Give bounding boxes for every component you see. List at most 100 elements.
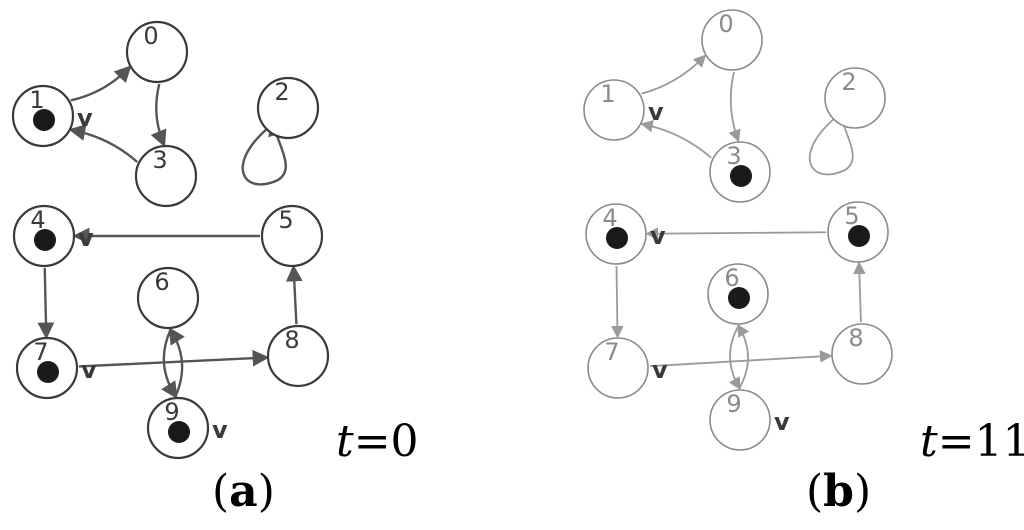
edge-6-to-9 <box>161 329 178 399</box>
node-label: 9 <box>726 390 741 418</box>
check-mark: v <box>652 356 668 384</box>
time-variable: t <box>336 416 354 467</box>
check-mark: v <box>648 98 664 126</box>
node-2: 2 <box>824 67 886 129</box>
panel-label: (a) <box>212 466 275 517</box>
node-label: 3 <box>152 146 167 174</box>
node-circle <box>709 389 771 451</box>
check-mark: v <box>81 356 97 384</box>
edge-5-to-4 <box>645 227 827 240</box>
node-label: 5 <box>844 202 859 230</box>
edge-4-to-7 <box>611 265 624 339</box>
panel-label-close: ) <box>854 466 871 517</box>
edge-1-to-0 <box>70 65 132 102</box>
token-dot <box>848 225 870 247</box>
node-label: 9 <box>164 398 179 426</box>
node-label: 6 <box>724 264 739 292</box>
edge-4-to-7 <box>37 267 55 340</box>
check-mark: v <box>774 408 790 436</box>
panel-label-close: ) <box>258 466 275 517</box>
node-circle <box>266 324 330 388</box>
node-label: 2 <box>841 68 856 96</box>
edge-6-to-9 <box>728 325 741 391</box>
edge-0-to-3 <box>150 83 167 148</box>
node-6: 6 <box>707 263 769 325</box>
node-label: 1 <box>29 86 44 114</box>
node-3: 3 <box>709 141 771 203</box>
node-4: 4v <box>12 204 94 268</box>
node-circle <box>260 204 324 268</box>
node-circle <box>125 20 189 84</box>
node-label: 5 <box>278 206 293 234</box>
node-circle <box>256 76 320 140</box>
time-label: t=11 <box>920 416 1024 467</box>
panel-label-open: ( <box>212 466 229 517</box>
node-0: 0 <box>701 9 763 71</box>
edge-9-to-6 <box>737 323 750 389</box>
node-circle <box>587 337 649 399</box>
node-0: 0 <box>125 20 189 84</box>
node-label: 8 <box>848 324 863 352</box>
edge-8-to-5 <box>285 264 303 325</box>
time-value: =11 <box>938 416 1024 467</box>
node-label: 7 <box>604 338 619 366</box>
node-label: 3 <box>726 142 741 170</box>
node-4: 4v <box>585 203 666 265</box>
time-variable: t <box>920 416 938 467</box>
token-dot <box>606 227 628 249</box>
edge-8-to-5 <box>853 261 866 323</box>
edge-7-to-8 <box>649 350 833 368</box>
check-mark: v <box>77 104 93 132</box>
node-1: 1v <box>583 79 664 141</box>
node-circle <box>824 67 886 129</box>
node-3: 3 <box>134 144 198 208</box>
node-1: 1v <box>11 84 93 148</box>
node-8: 8 <box>266 324 330 388</box>
node-2: 2 <box>256 76 320 140</box>
node-7: 7v <box>587 337 668 399</box>
node-5: 5 <box>827 201 889 263</box>
token-dot <box>168 421 190 443</box>
node-circle <box>583 79 645 141</box>
node-8: 8 <box>831 323 893 385</box>
edge-7-to-8 <box>78 349 270 368</box>
panel-label-letter: b <box>823 466 854 517</box>
panel-label-open: ( <box>806 466 823 517</box>
token-dot <box>33 109 55 131</box>
token-dot <box>37 361 59 383</box>
node-circle <box>701 9 763 71</box>
node-label: 6 <box>154 268 169 296</box>
token-dot <box>34 229 56 251</box>
self-loop-edge-2 <box>808 109 854 176</box>
node-circle <box>136 266 200 330</box>
edge-0-to-3 <box>728 71 741 143</box>
node-circle <box>134 144 198 208</box>
node-9: 9v <box>146 396 228 460</box>
panel-label: (b) <box>806 466 871 517</box>
self-loop-edge-2 <box>241 118 287 186</box>
check-mark: v <box>650 222 666 250</box>
node-label: 0 <box>718 10 733 38</box>
edge-1-to-0 <box>641 54 707 95</box>
token-dot <box>728 287 750 309</box>
token-dot <box>730 165 752 187</box>
node-label: 8 <box>284 326 299 354</box>
node-label: 4 <box>602 204 617 232</box>
edge-3-to-1 <box>68 124 139 163</box>
node-9: 9v <box>709 389 790 451</box>
node-label: 4 <box>30 206 45 234</box>
edge-9-to-6 <box>168 327 185 397</box>
node-6: 6 <box>136 266 200 330</box>
node-label: 1 <box>600 80 615 108</box>
node-5: 5 <box>260 204 324 268</box>
node-label: 7 <box>33 338 48 366</box>
node-7: 7v <box>15 336 97 400</box>
panel-label-letter: a <box>229 466 258 517</box>
node-label: 0 <box>143 22 158 50</box>
time-label: t=0 <box>336 416 419 467</box>
check-mark: v <box>212 416 228 444</box>
edge-3-to-1 <box>640 119 712 159</box>
node-label: 2 <box>274 78 289 106</box>
